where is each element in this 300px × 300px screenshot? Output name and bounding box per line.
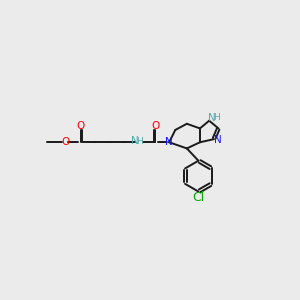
Text: N: N	[214, 135, 221, 145]
Text: H: H	[213, 113, 220, 122]
Text: Cl: Cl	[192, 191, 205, 204]
Text: N: N	[131, 136, 139, 146]
Text: H: H	[136, 137, 142, 146]
Text: O: O	[151, 121, 159, 131]
Text: N: N	[165, 137, 173, 147]
Text: O: O	[76, 121, 85, 131]
Text: N: N	[208, 112, 215, 123]
Text: O: O	[61, 137, 69, 147]
